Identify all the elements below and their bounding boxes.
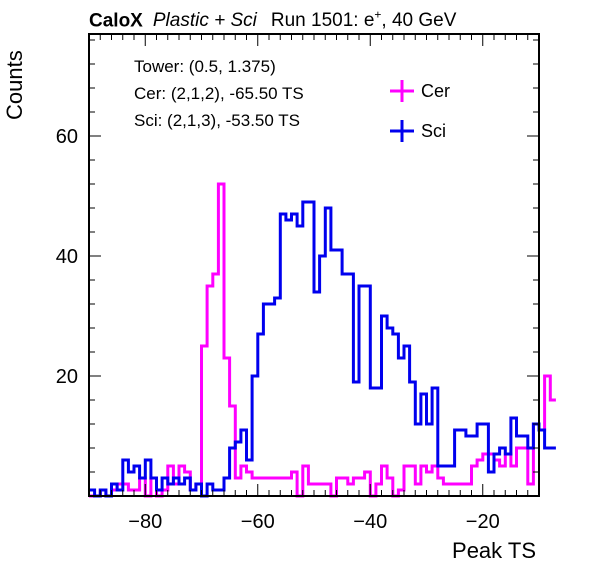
legend-label-sci: Sci (421, 121, 447, 141)
x-axis-label: Peak TS (452, 538, 536, 563)
y-tick-label: 60 (56, 126, 78, 148)
annotation-sci: Sci: (2,1,3), -53.50 TS (134, 111, 300, 130)
y-tick-label: 40 (56, 246, 78, 268)
title-run-tail: , 40 GeV (381, 10, 457, 32)
x-tick-label: −80 (128, 511, 162, 533)
annotation-cer: Cer: (2,1,2), -65.50 TS (134, 84, 304, 103)
title-run-text: Run 1501: e (270, 10, 375, 32)
legend-label-cer: Cer (421, 81, 451, 101)
y-axis-label: Counts (2, 50, 27, 120)
series-sci-line (89, 200, 556, 498)
title-run-sup: + (374, 8, 382, 22)
legend-markers (390, 80, 414, 142)
chart-title: CaloX Plastic + Sci Run 1501: e+, 40 GeV (89, 8, 456, 32)
x-tick-label: −20 (466, 511, 500, 533)
title-italic: Plastic + Sci (152, 10, 257, 32)
series-layer (89, 182, 556, 498)
x-tick-label: −40 (353, 511, 387, 533)
y-tick-label: 20 (56, 366, 78, 388)
annotation-tower: Tower: (0.5, 1.375) (134, 57, 276, 76)
x-tick-label: −60 (241, 511, 275, 533)
tick-label-layer: −80 −60 −40 −20 20 40 60 (56, 126, 500, 533)
title-bold: CaloX (89, 10, 143, 32)
title-run: Run 1501: e+, 40 GeV (270, 8, 457, 32)
plot-frame (88, 33, 540, 497)
series-cer-line (89, 182, 556, 498)
